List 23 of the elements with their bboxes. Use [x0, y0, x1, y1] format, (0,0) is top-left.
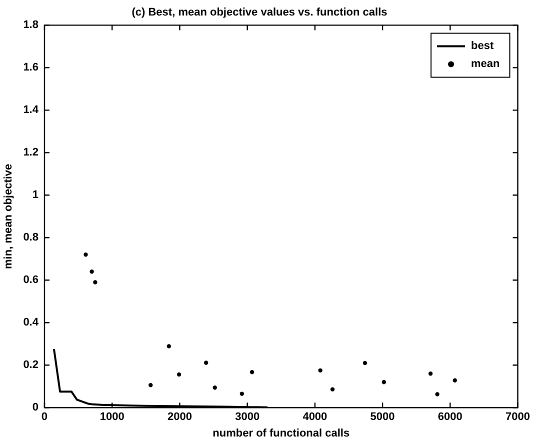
y-tick-label: 1 [32, 189, 38, 202]
x-tick-label: 1000 [100, 411, 124, 424]
y-tick-label: 0.6 [23, 274, 38, 286]
y-tick-label: 0.8 [23, 232, 38, 244]
y-tick-label: 1.2 [23, 146, 38, 159]
y-tick-label: 0.4 [23, 316, 40, 329]
y-tick-label: 0 [32, 402, 38, 414]
x-axis-title: number of functional calls [212, 427, 350, 440]
x-tick-label: 3000 [235, 411, 260, 424]
x-tick-label: 6000 [438, 411, 462, 424]
x-tick-label: 7000 [506, 411, 530, 424]
x-tick-label: 0 [41, 411, 48, 424]
chart-title: (c) Best, mean objective values vs. function calls [132, 6, 388, 19]
x-tick-label: 4000 [302, 411, 328, 424]
x-tick-label: 2000 [167, 411, 192, 424]
y-tick-label: 1.8 [23, 19, 38, 32]
y-tick-label: 0.2 [23, 359, 38, 372]
y-axis-title: min, mean objective [2, 164, 15, 269]
y-tick-label: 1.6 [23, 62, 38, 74]
x-tick-label: 5000 [370, 411, 395, 424]
y-tick-label: 1.4 [23, 104, 40, 116]
legend-label: best [471, 40, 494, 52]
legend-label: mean [471, 58, 500, 70]
